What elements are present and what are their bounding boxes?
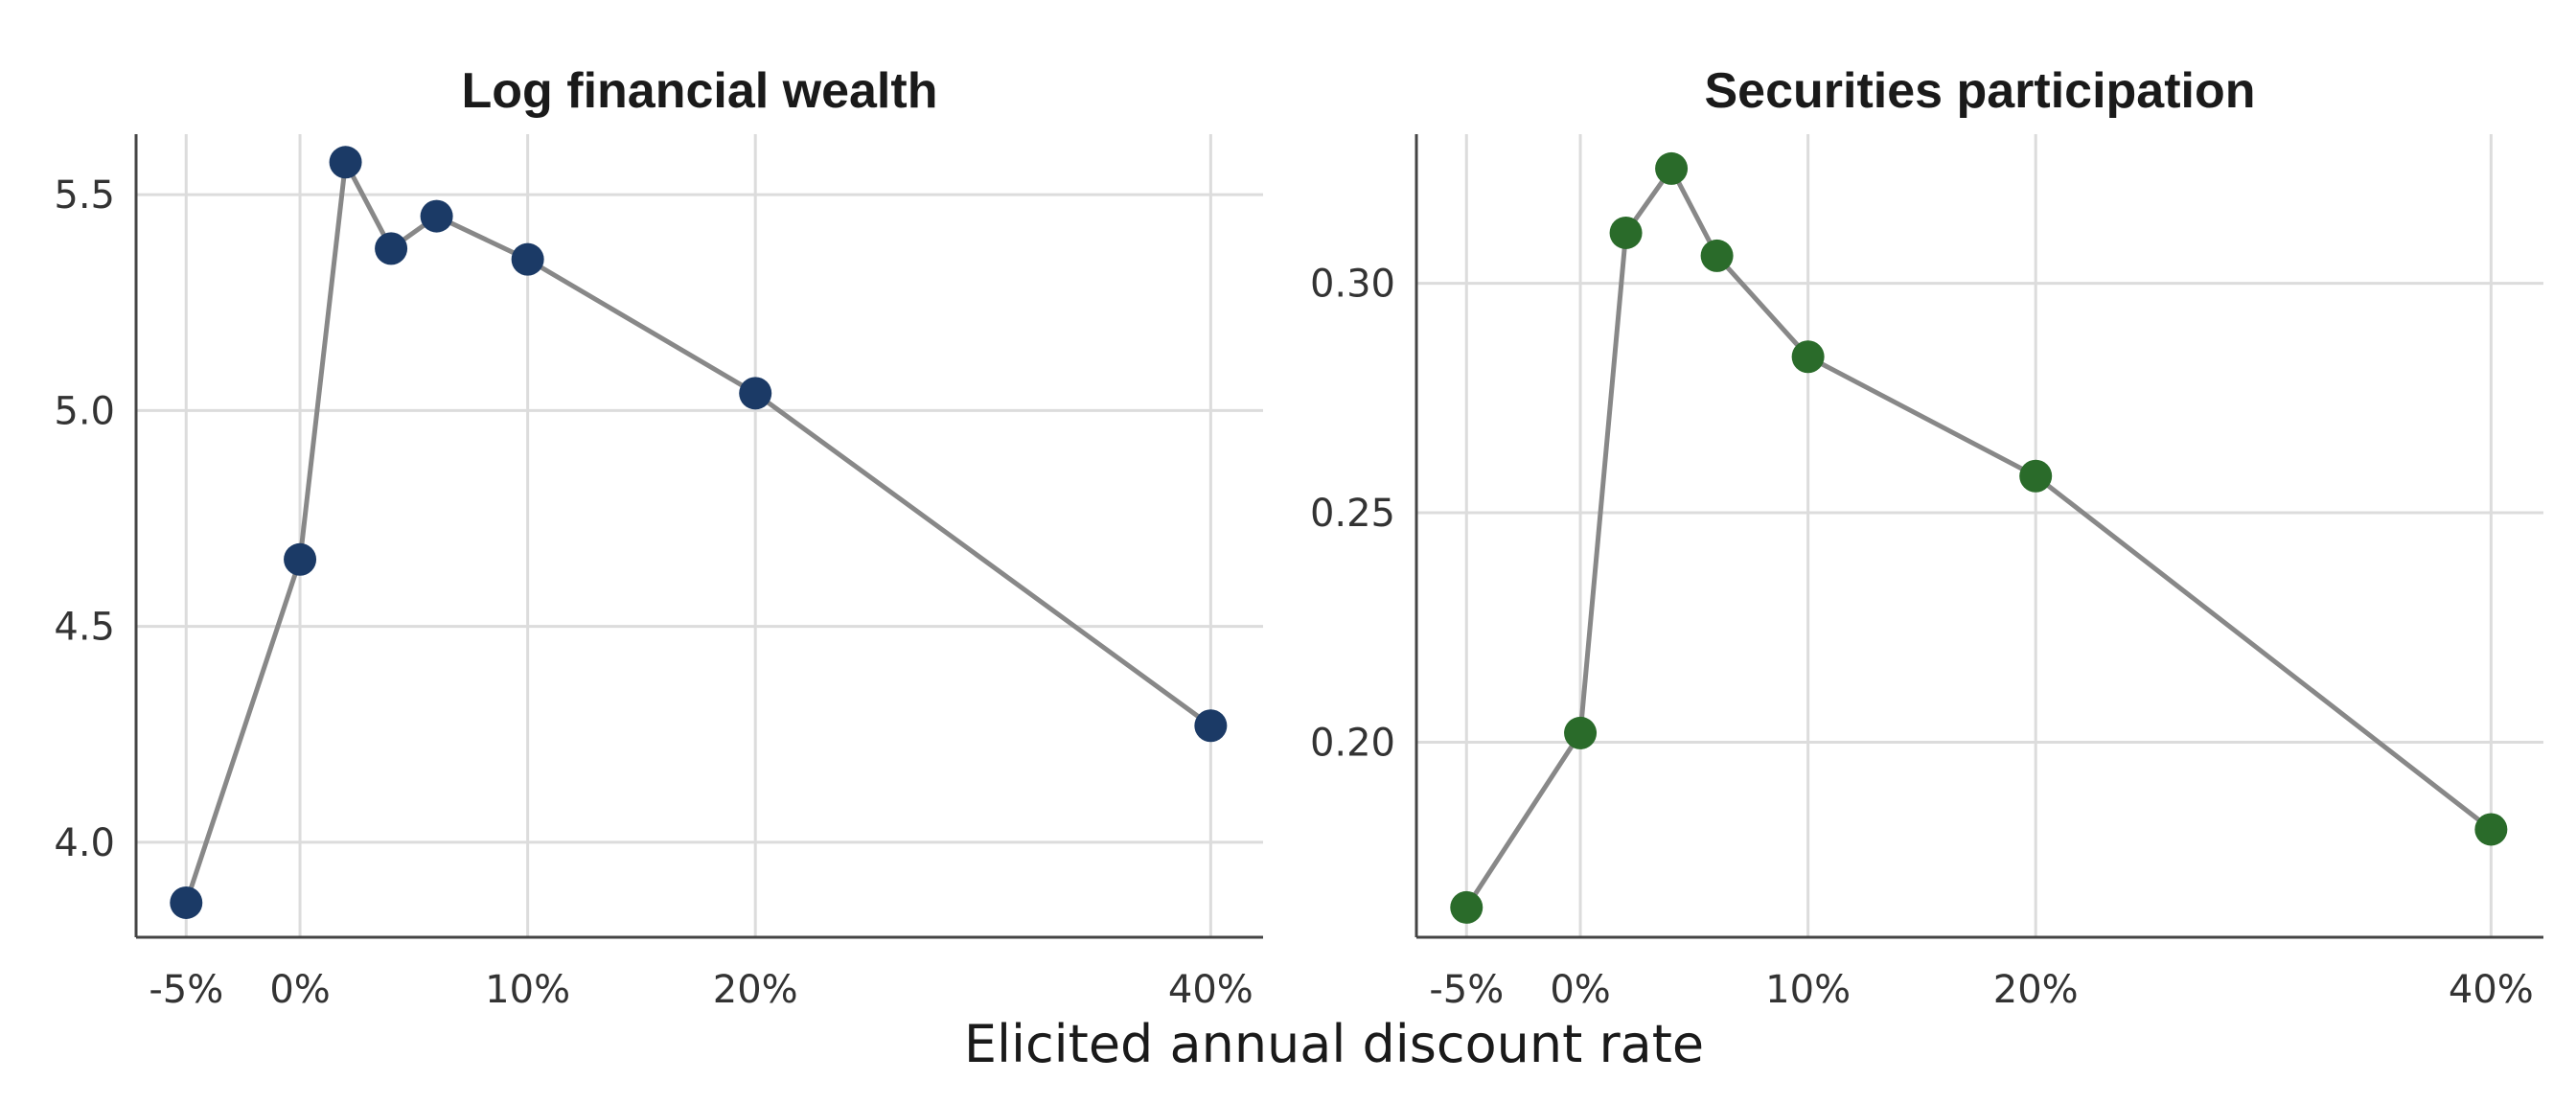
log-financial-wealth-ytick-label: 5.0 <box>54 389 115 433</box>
log-financial-wealth-ytick-label: 5.5 <box>54 173 115 218</box>
log-financial-wealth-ytick-label: 4.5 <box>54 606 115 650</box>
securities-participation-point-3 <box>1655 151 1689 185</box>
securities-participation-point-7 <box>2474 813 2508 846</box>
log-financial-wealth-point-3 <box>375 232 408 265</box>
securities-participation-xtick-label: -5% <box>1429 968 1504 1012</box>
log-financial-wealth-xtick-label: 20% <box>713 968 798 1012</box>
securities-participation-point-2 <box>1609 216 1643 249</box>
securities-participation-point-6 <box>2019 459 2053 493</box>
log-financial-wealth-point-2 <box>329 146 362 179</box>
log-financial-wealth-point-4 <box>420 199 453 233</box>
panel-securities-participation: -5% 0% 10% 20% 40% 0.20 0.25 0.30 Securities par… <box>1310 63 2543 1012</box>
log-financial-wealth-xtick-label: 0% <box>269 968 330 1012</box>
log-financial-wealth-series-line <box>183 153 1212 904</box>
securities-participation-ytick-label: 0.25 <box>1310 492 1395 536</box>
log-financial-wealth-xtick-label: 40% <box>1168 968 1254 1012</box>
securities-participation-point-5 <box>1791 340 1825 374</box>
securities-participation-ytick-label: 0.30 <box>1310 263 1395 307</box>
log-financial-wealth-xtick-label: -5% <box>149 968 223 1012</box>
log-financial-wealth-point-0 <box>170 886 203 919</box>
log-financial-wealth-point-6 <box>739 377 772 410</box>
securities-participation-point-4 <box>1700 239 1734 272</box>
securities-participation-xtick-label: 0% <box>1550 968 1610 1012</box>
log-financial-wealth-point-7 <box>1194 709 1228 743</box>
securities-participation-ytick-label: 0.20 <box>1310 721 1395 765</box>
log-financial-wealth-point-1 <box>284 542 317 576</box>
log-financial-wealth-point-5 <box>511 242 544 276</box>
x-axis-label: Elicited annual discount rate <box>964 1014 1704 1074</box>
panel-log-financial-wealth: -5% 0% 10% 20% 40% 4.0 4.5 5.0 5.5 Log financial … <box>54 63 1263 1012</box>
log-financial-wealth-ytick-label: 4.0 <box>54 821 115 865</box>
securities-participation-series-line <box>1464 164 2493 909</box>
log-financial-wealth-title: Log financial wealth <box>462 63 938 119</box>
log-financial-wealth-xtick-label: 10% <box>485 968 570 1012</box>
securities-participation-title: Securities participation <box>1704 63 2255 119</box>
securities-participation-point-1 <box>1564 716 1598 749</box>
securities-participation-xtick-label: 40% <box>2449 968 2534 1012</box>
securities-participation-point-0 <box>1450 890 1484 924</box>
securities-participation-xtick-label: 20% <box>1993 968 2079 1012</box>
securities-participation-xtick-label: 10% <box>1765 968 1851 1012</box>
